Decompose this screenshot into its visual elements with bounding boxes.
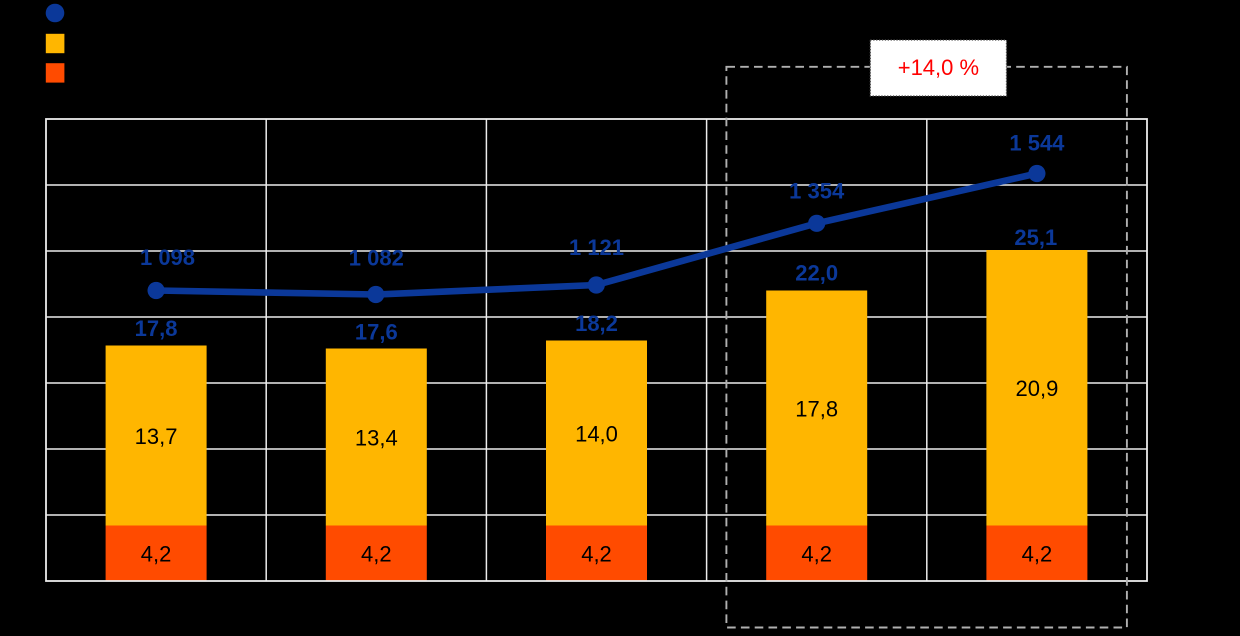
svg-text:13,7: 13,7 bbox=[135, 424, 178, 449]
svg-text:4,2: 4,2 bbox=[141, 542, 172, 567]
svg-text:1 121: 1 121 bbox=[569, 235, 624, 260]
svg-text:1 098: 1 098 bbox=[140, 245, 195, 270]
svg-text:4,2: 4,2 bbox=[361, 542, 392, 567]
svg-text:18,2: 18,2 bbox=[575, 311, 618, 336]
svg-text:14,0: 14,0 bbox=[575, 421, 618, 446]
svg-text:4,2: 4,2 bbox=[801, 542, 832, 567]
svg-text:25,1: 25,1 bbox=[1014, 225, 1057, 250]
svg-text:+14,0 %: +14,0 % bbox=[898, 55, 979, 80]
svg-text:4,2: 4,2 bbox=[1022, 542, 1053, 567]
svg-text:1 082: 1 082 bbox=[349, 245, 404, 270]
svg-text:13,4: 13,4 bbox=[355, 425, 398, 450]
svg-text:1 354: 1 354 bbox=[789, 178, 845, 203]
svg-text:17,8: 17,8 bbox=[135, 316, 178, 341]
svg-text:17,6: 17,6 bbox=[355, 320, 398, 345]
svg-text:20,9: 20,9 bbox=[1015, 376, 1058, 401]
svg-text:4,2: 4,2 bbox=[581, 542, 612, 567]
svg-text:22,0: 22,0 bbox=[795, 260, 838, 285]
svg-text:1 544: 1 544 bbox=[1009, 130, 1065, 155]
svg-text:17,8: 17,8 bbox=[795, 396, 838, 421]
